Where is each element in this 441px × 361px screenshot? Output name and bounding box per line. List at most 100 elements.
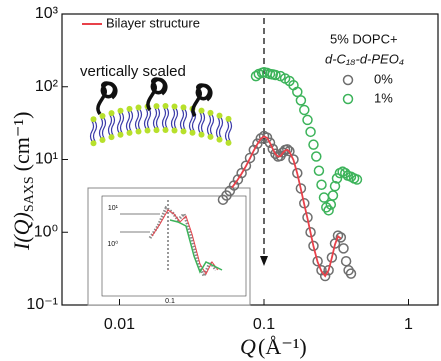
lipid-tail bbox=[125, 110, 134, 132]
data-point bbox=[327, 190, 339, 201]
data-point bbox=[312, 255, 323, 267]
lipid-tail bbox=[152, 107, 161, 129]
data-point bbox=[295, 95, 307, 106]
y-tick-label: 10² bbox=[35, 78, 59, 95]
lipid-head bbox=[135, 128, 142, 135]
data-point bbox=[345, 268, 357, 279]
x-tick-label: 0.01 bbox=[104, 316, 135, 333]
x-tick-label: 1 bbox=[404, 316, 413, 333]
data-point bbox=[305, 126, 316, 138]
legend-swatch bbox=[342, 74, 354, 86]
data-point bbox=[288, 154, 299, 165]
inset-axes bbox=[101, 195, 247, 297]
data-point bbox=[292, 86, 303, 98]
lipid-head bbox=[207, 109, 214, 116]
lipid-tail bbox=[143, 108, 152, 129]
y-tick-label: 10⁰ bbox=[34, 223, 58, 240]
lipid-head bbox=[180, 104, 187, 111]
data-point bbox=[323, 205, 334, 216]
lipid-tail bbox=[161, 107, 170, 129]
legend-label: 1% bbox=[374, 90, 393, 105]
data-point bbox=[340, 255, 352, 267]
legend-title: d-C₁₈-d-PEO₄ bbox=[325, 51, 404, 66]
lipid-head bbox=[108, 134, 115, 141]
lipid-head bbox=[99, 136, 106, 143]
data-point bbox=[311, 151, 322, 162]
lipid-head bbox=[153, 103, 160, 110]
data-point bbox=[299, 104, 310, 116]
x-axis-label: Q bbox=[240, 334, 256, 359]
lipid-head bbox=[126, 105, 133, 112]
x-axis-unit: (Å⁻¹) bbox=[258, 334, 307, 359]
inset: 10¹ 10⁰ 0.1 bbox=[87, 187, 251, 306]
lipid-tail bbox=[215, 117, 224, 138]
data-point bbox=[308, 240, 319, 252]
data-point bbox=[252, 138, 263, 149]
lipid-tail bbox=[206, 114, 215, 136]
lipid-head bbox=[144, 127, 151, 134]
lipid-head bbox=[198, 107, 205, 114]
inset-guide bbox=[120, 213, 160, 233]
data-point bbox=[308, 139, 319, 150]
data-point bbox=[264, 137, 276, 148]
lipid-head bbox=[198, 131, 205, 138]
y-label-sub: SAXS bbox=[22, 176, 37, 212]
data-point bbox=[313, 165, 325, 177]
polymer-coil bbox=[96, 81, 118, 116]
inset-fit bbox=[151, 209, 219, 276]
lipid-tail bbox=[224, 120, 233, 142]
lipid-head bbox=[117, 107, 124, 114]
inset-y-tick: 10¹ bbox=[108, 205, 119, 212]
lipid-head bbox=[135, 104, 142, 111]
data-point bbox=[270, 69, 281, 81]
lipid-head bbox=[207, 133, 214, 140]
data-point bbox=[255, 133, 267, 144]
lipid-head bbox=[90, 140, 97, 147]
inset-x-tick: 0.1 bbox=[165, 298, 175, 305]
data-point bbox=[351, 174, 363, 185]
polymer-coil bbox=[146, 77, 168, 112]
x-tick-label: 0.1 bbox=[253, 316, 275, 333]
data-point bbox=[326, 252, 338, 263]
data-point bbox=[331, 173, 343, 184]
data-point bbox=[319, 270, 331, 282]
y-label-main: I(Q) bbox=[9, 212, 34, 251]
lipid-head bbox=[225, 115, 232, 122]
lipid-head bbox=[162, 103, 169, 110]
lipid-head bbox=[171, 127, 178, 134]
y-tick-label: 10¹ bbox=[35, 151, 58, 168]
inset-green bbox=[169, 219, 223, 274]
lipid-tail bbox=[89, 120, 98, 142]
lipid-tail bbox=[134, 109, 143, 130]
lipid-head bbox=[90, 116, 97, 123]
inset-gray-data bbox=[148, 205, 218, 280]
lipid-head bbox=[216, 112, 223, 119]
data-point bbox=[332, 230, 344, 241]
lipid-tail bbox=[170, 108, 179, 129]
lipid-head bbox=[108, 110, 115, 117]
lipid-head bbox=[162, 127, 169, 134]
lipid-tail bbox=[197, 112, 206, 133]
lipid-head bbox=[225, 139, 232, 146]
data-point bbox=[329, 180, 341, 192]
y-tick-label: 10³ bbox=[35, 5, 59, 22]
inset-y-tick: 10⁰ bbox=[107, 240, 118, 248]
data-point bbox=[282, 144, 293, 155]
annotation: vertically scaled bbox=[80, 63, 186, 80]
lipid-tail bbox=[107, 114, 116, 136]
lipid-head bbox=[216, 136, 223, 143]
legend-label: 0% bbox=[374, 71, 393, 86]
y-axis-label: I(Q)SAXS (cm⁻¹) bbox=[9, 112, 37, 251]
lipid-head bbox=[171, 103, 178, 110]
data-point bbox=[318, 192, 330, 203]
y-tick-label: 10⁻¹ bbox=[26, 296, 58, 313]
lipid-head bbox=[99, 112, 106, 119]
data-point bbox=[316, 179, 327, 190]
data-point bbox=[270, 148, 281, 159]
lipid-head bbox=[153, 127, 160, 134]
membrane-cartoon bbox=[89, 77, 233, 147]
lipid-tail bbox=[98, 117, 107, 139]
legend-title: 5% DOPC+ bbox=[330, 31, 398, 46]
lipid-head bbox=[117, 131, 124, 138]
y-label-unit: (cm⁻¹) bbox=[9, 112, 34, 172]
